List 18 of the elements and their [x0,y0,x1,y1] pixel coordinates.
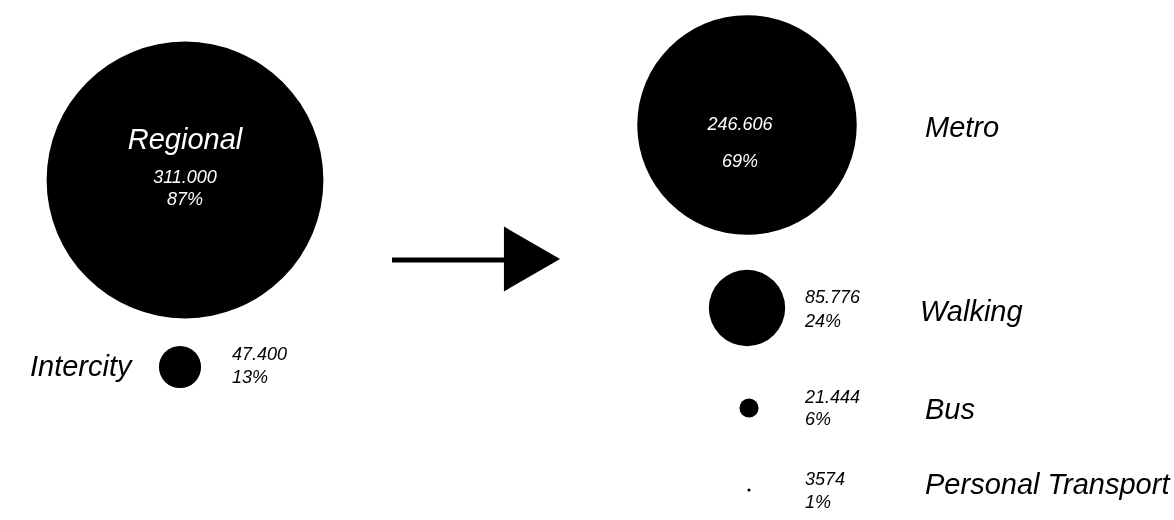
category-label: Regional [127,123,244,155]
data-label: 3574 [805,469,846,489]
data-label: 246.606 [706,114,774,134]
category-label: Personal Transport [925,468,1172,500]
data-label: 311.000 [153,167,217,187]
data-label: 24% [804,311,842,331]
data-label: 87% [166,189,204,209]
data-label: 13% [232,367,269,387]
category-label: Bus [925,393,975,425]
data-label: 1% [805,492,832,512]
category-label: Metro [925,111,1000,143]
data-label: 21.444 [804,387,861,407]
data-label: 85.776 [805,287,862,307]
category-label: Intercity [30,350,134,382]
data-label: 6% [805,409,832,429]
data-label: 47.400 [232,344,288,364]
data-label: 69% [721,151,759,171]
category-label: Walking [920,295,1023,327]
